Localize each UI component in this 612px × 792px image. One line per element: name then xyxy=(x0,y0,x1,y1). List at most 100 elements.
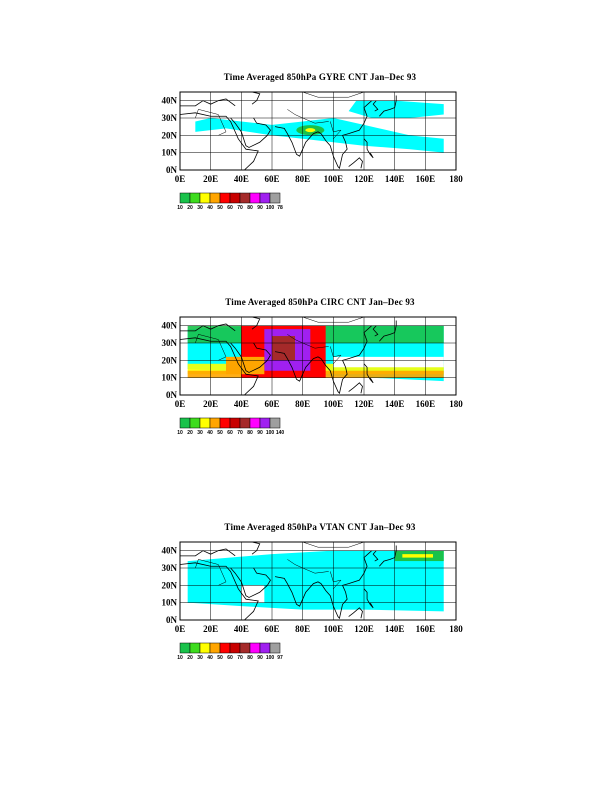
colorbar-label: 10 xyxy=(177,655,183,661)
colorbar-label: 100 xyxy=(266,205,275,211)
plot-frame xyxy=(179,541,457,621)
lon-tick-label: 0E xyxy=(175,174,186,184)
lat-tick-label: 0N xyxy=(166,615,178,625)
colorbar-label: 50 xyxy=(217,430,223,436)
lat-tick-label: 30N xyxy=(162,338,178,348)
colorbar-label: 40 xyxy=(207,430,213,436)
lon-tick-label: 140E xyxy=(385,624,405,634)
colorbar: 10 20 30 40 50 60 70 80 90 100 140 xyxy=(177,417,285,436)
lat-tick-label: 40N xyxy=(162,546,178,556)
lon-tick-label: 60E xyxy=(264,174,279,184)
colorbar-swatch xyxy=(189,642,201,654)
plot-frame xyxy=(179,91,457,171)
lon-tick-label: 40E xyxy=(234,174,249,184)
lon-tick-label: 120E xyxy=(354,624,374,634)
lat-tick-label: 10N xyxy=(162,598,178,608)
panel-title: Time Averaged 850hPa VTAN CNT Jan–Dec 93 xyxy=(224,522,416,532)
colorbar-label: 20 xyxy=(187,655,193,661)
colorbar-label: 70 xyxy=(237,205,243,211)
colorbar-label: 80 xyxy=(247,655,253,661)
colorbar-label: 10 xyxy=(177,205,183,211)
shaded-field xyxy=(187,550,444,612)
colorbar-swatch xyxy=(269,642,281,654)
colorbar-label: 20 xyxy=(187,205,193,211)
lat-tick-label: 0N xyxy=(166,165,178,175)
lon-tick-label: 80E xyxy=(295,624,310,634)
colorbar-label: 40 xyxy=(207,205,213,211)
lon-tick-label: 180 xyxy=(449,624,463,634)
lon-tick-label: 180 xyxy=(449,174,463,184)
lat-tick-label: 20N xyxy=(162,130,178,140)
colorbar-label: 30 xyxy=(197,430,203,436)
colorbar-label: 70 xyxy=(237,655,243,661)
lon-tick-label: 40E xyxy=(234,624,249,634)
map-plot-gyre: 0E 20E 40E 60E 80E 100E 120E 140E 160E 180 0N 10N 20… xyxy=(162,91,463,211)
lon-tick-label: 20E xyxy=(203,624,218,634)
colorbar-swatch xyxy=(259,642,271,654)
lon-tick-label: 60E xyxy=(264,399,279,409)
map-plot-vtan: 0E 20E 40E 60E 80E 100E 120E 140E 160E 180 0N 10N 20… xyxy=(162,541,463,661)
lon-tick-label: 0E xyxy=(175,399,186,409)
lon-tick-label: 160E xyxy=(416,399,436,409)
colorbar-label: 140 xyxy=(276,430,285,436)
lon-tick-label: 140E xyxy=(385,174,405,184)
lon-tick-label: 140E xyxy=(385,399,405,409)
panel-title: Time Averaged 850hPa GYRE CNT Jan–Dec 93 xyxy=(223,72,417,82)
lon-tick-label: 100E xyxy=(324,399,344,409)
colorbar-label: 60 xyxy=(227,205,233,211)
lon-tick-label: 20E xyxy=(203,174,218,184)
colorbar: 10 20 30 40 50 60 70 80 90 100 78 xyxy=(177,192,283,211)
lon-tick-label: 80E xyxy=(295,174,310,184)
colorbar-label: 97 xyxy=(277,655,283,661)
colorbar-label: 100 xyxy=(266,655,275,661)
colorbar-swatch xyxy=(199,642,211,654)
colorbar-label: 30 xyxy=(197,655,203,661)
lon-tick-label: 20E xyxy=(203,399,218,409)
colorbar-swatch xyxy=(229,642,241,654)
lon-tick-label: 0E xyxy=(175,624,186,634)
colorbar-label: 90 xyxy=(257,430,263,436)
lon-tick-label: 160E xyxy=(416,174,436,184)
colorbar-label: 70 xyxy=(237,430,243,436)
lon-tick-label: 180 xyxy=(449,399,463,409)
colorbar-label: 40 xyxy=(207,655,213,661)
colorbar-label: 50 xyxy=(217,655,223,661)
colorbar-label: 90 xyxy=(257,205,263,211)
lat-tick-label: 20N xyxy=(162,580,178,590)
lon-tick-label: 120E xyxy=(354,174,374,184)
lon-tick-label: 120E xyxy=(354,399,374,409)
lat-tick-label: 20N xyxy=(162,355,178,365)
colorbar-label: 90 xyxy=(257,655,263,661)
lat-tick-label: 40N xyxy=(162,321,178,331)
grid xyxy=(180,92,456,170)
colorbar-label: 80 xyxy=(247,430,253,436)
colorbar-label: 30 xyxy=(197,205,203,211)
plot-frame xyxy=(179,316,457,396)
coastlines xyxy=(179,541,397,621)
colorbar-swatch xyxy=(269,417,281,429)
colorbar-label: 60 xyxy=(227,655,233,661)
colorbar-swatch xyxy=(249,642,261,654)
lat-tick-label: 40N xyxy=(162,96,178,106)
lon-tick-label: 80E xyxy=(295,399,310,409)
colorbar-label: 60 xyxy=(227,430,233,436)
colorbar-swatch xyxy=(179,642,191,654)
colorbar-swatch xyxy=(239,642,251,654)
colorbar-swatch xyxy=(209,642,221,654)
lat-tick-label: 30N xyxy=(162,563,178,573)
lon-tick-label: 60E xyxy=(264,624,279,634)
colorbar-label: 100 xyxy=(266,430,275,436)
lon-tick-label: 40E xyxy=(234,399,249,409)
lat-tick-label: 10N xyxy=(162,373,178,383)
colorbar-label: 50 xyxy=(217,205,223,211)
map-plot-circ: 0E 20E 40E 60E 80E 100E 120E 140E 160E 180 0N 10N 20… xyxy=(162,316,463,436)
grid xyxy=(180,542,456,620)
lat-tick-label: 0N xyxy=(166,390,178,400)
lon-tick-label: 100E xyxy=(324,624,344,634)
colorbar-swatch xyxy=(219,642,231,654)
grid xyxy=(180,317,456,395)
colorbar-label: 78 xyxy=(277,205,283,211)
lat-tick-label: 30N xyxy=(162,113,178,123)
lon-tick-label: 160E xyxy=(416,624,436,634)
colorbar-label: 80 xyxy=(247,205,253,211)
